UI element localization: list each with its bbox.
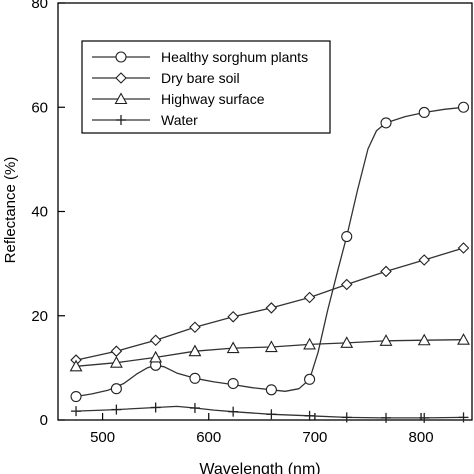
series-layer: [69, 101, 470, 423]
circle-marker: [380, 117, 392, 129]
triangle-marker: [109, 356, 123, 368]
diamond-marker: [380, 265, 392, 278]
plus-marker: [189, 403, 200, 414]
circle-marker: [265, 384, 277, 396]
diamond-marker: [110, 345, 123, 357]
plus-marker: [304, 410, 315, 421]
plus-marker: [381, 412, 392, 423]
x-tick-label: 600: [196, 429, 221, 446]
x-tick-label: 800: [409, 429, 434, 446]
triangle-marker: [340, 336, 354, 348]
legend-item: Water: [92, 112, 198, 128]
legend-circle-marker: [115, 51, 127, 63]
circle-marker: [418, 106, 430, 119]
legend-item: Dry bare soil: [92, 70, 240, 86]
plus-marker: [341, 412, 352, 423]
diamond-marker: [303, 291, 316, 304]
triangle-marker: [457, 333, 470, 345]
plus-marker: [458, 412, 469, 423]
legend-label: Highway surface: [161, 91, 265, 107]
triangle-marker: [188, 344, 202, 357]
y-tick-label: 0: [40, 412, 48, 429]
plus-marker: [266, 409, 277, 420]
triangle-marker: [379, 334, 393, 346]
diamond-marker: [265, 302, 278, 314]
legend-label: Healthy sorghum plants: [161, 49, 308, 65]
y-tick-label: 80: [31, 0, 48, 12]
legend-item: Healthy sorghum plants: [92, 49, 308, 65]
diamond-marker: [227, 311, 239, 323]
legend: Healthy sorghum plants Dry bare soil Highw…: [81, 40, 331, 134]
x-axis-label: Wavelength (nm): [199, 461, 320, 474]
triangle-marker: [149, 350, 163, 363]
diamond-marker: [149, 334, 162, 347]
series-water: [71, 402, 469, 423]
x-tick-label: 500: [90, 429, 115, 446]
axes: 0 20 40 60 80 500 600 700 800: [31, 0, 473, 446]
series-healthy-sorghum-plants: [70, 101, 470, 403]
circle-marker: [110, 383, 122, 395]
series-line: [75, 405, 464, 419]
legend-label: Water: [161, 112, 198, 128]
circle-marker: [189, 372, 201, 384]
circle-marker: [304, 373, 316, 385]
legend-triangle-marker: [114, 92, 128, 105]
legend-diamond-marker: [115, 72, 127, 84]
triangle-marker: [264, 340, 278, 353]
plus-marker: [419, 412, 430, 423]
triangle-marker: [417, 333, 431, 346]
diamond-marker: [457, 242, 470, 254]
y-tick-label: 60: [31, 99, 48, 116]
circle-marker: [227, 377, 239, 390]
triangle-marker: [226, 341, 240, 354]
x-tick-label: 700: [302, 429, 327, 446]
triangle-marker: [69, 359, 83, 372]
legend-label: Dry bare soil: [161, 70, 240, 86]
diamond-marker: [340, 278, 353, 291]
y-tick-label: 40: [31, 204, 48, 221]
circle-marker: [341, 230, 353, 243]
circle-marker: [70, 390, 82, 403]
y-tick-label: 20: [31, 308, 48, 325]
series-dry-bare-soil: [70, 242, 470, 366]
series-line: [75, 106, 464, 398]
plus-marker: [111, 404, 122, 415]
circle-marker: [457, 101, 470, 113]
diamond-marker: [418, 254, 431, 266]
series-highway-surface: [69, 333, 470, 372]
legend-item: Highway surface: [92, 91, 265, 107]
plus-marker: [228, 406, 239, 417]
legend-plus-marker: [116, 115, 126, 125]
triangle-marker: [303, 337, 317, 350]
plus-marker: [150, 402, 161, 413]
y-axis-label: Reflectance (%): [2, 157, 19, 264]
plus-marker: [71, 406, 82, 417]
diamond-marker: [189, 321, 201, 333]
